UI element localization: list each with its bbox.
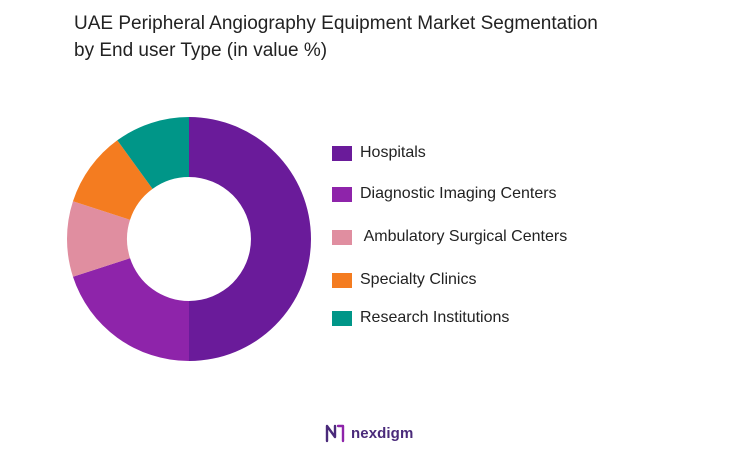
legend-swatch-5 bbox=[332, 310, 352, 326]
legend-item-3: Ambulatory Surgical Centers bbox=[332, 227, 567, 247]
brand-name: nexdigm bbox=[351, 424, 414, 442]
donut-slice-2 bbox=[72, 258, 189, 361]
legend-label-4: Specialty Clinics bbox=[360, 271, 477, 288]
legend-label-2: Diagnostic Imaging Centers bbox=[360, 185, 557, 202]
donut-slice-4 bbox=[72, 140, 153, 220]
legend-item-5: Research Institutions bbox=[332, 308, 509, 328]
legend-swatch-3 bbox=[332, 229, 352, 245]
nexdigm-logo-icon bbox=[325, 424, 345, 443]
donut-slice-5 bbox=[117, 117, 189, 189]
legend-label-5: Research Institutions bbox=[360, 309, 510, 326]
donut-slice-1 bbox=[189, 117, 311, 361]
chart-legend: Hospitals Diagnostic Imaging Centers Ambu… bbox=[332, 0, 712, 461]
chart-title-line-2: by End user Type (in value %) bbox=[74, 40, 328, 61]
legend-item-2: Diagnostic Imaging Centers bbox=[332, 184, 557, 204]
chart-title: UAE Peripheral Angiography Equipment Mar… bbox=[74, 10, 694, 64]
donut-slice-3 bbox=[67, 201, 131, 277]
legend-label-1: Hospitals bbox=[360, 144, 426, 161]
brand-logo: nexdigm bbox=[324, 420, 413, 446]
legend-swatch-4 bbox=[332, 272, 352, 288]
legend-swatch-2 bbox=[332, 186, 352, 202]
legend-label-3: Ambulatory Surgical Centers bbox=[360, 228, 568, 245]
chart-title-line-1: UAE Peripheral Angiography Equipment Mar… bbox=[74, 13, 598, 34]
legend-item-4: Specialty Clinics bbox=[332, 270, 476, 290]
legend-swatch-1 bbox=[332, 145, 352, 161]
legend-item-1: Hospitals bbox=[332, 143, 426, 163]
